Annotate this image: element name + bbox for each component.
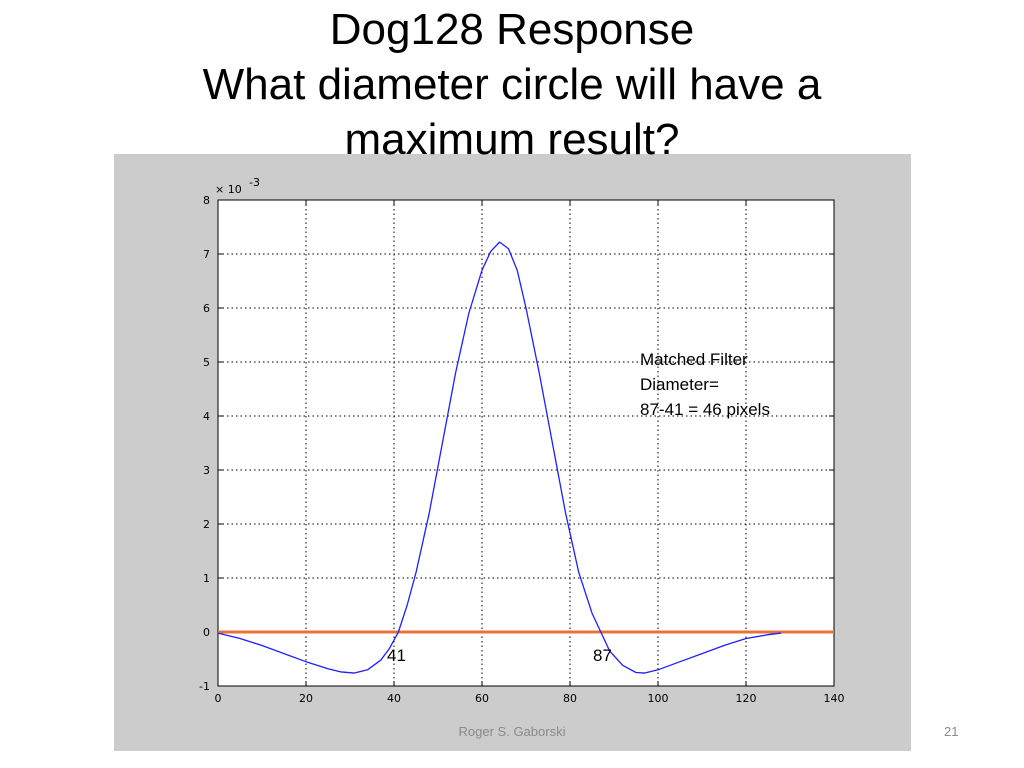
- axes-box: [217, 199, 835, 687]
- x-tick-label: 60: [475, 692, 489, 705]
- y-tick-label: 3: [203, 464, 210, 477]
- y-tick-label: 4: [203, 410, 210, 423]
- title-line-3: maximum result?: [344, 115, 680, 164]
- plot-area: [218, 200, 834, 686]
- y-tick-label: 0: [203, 626, 210, 639]
- slide-number: 21: [944, 724, 959, 739]
- x-tick-label: 120: [736, 692, 757, 705]
- y-multiplier-label: × 10: [215, 183, 242, 196]
- marker-label-87: 87: [593, 646, 612, 665]
- annotation-line-1: Matched Filter: [640, 350, 748, 369]
- marker-label-41: 41: [387, 646, 406, 665]
- x-tick-label: 40: [387, 692, 401, 705]
- y-tick-label: 6: [203, 302, 210, 315]
- y-multiplier-exponent: -3: [249, 176, 260, 189]
- x-tick-label: 80: [563, 692, 577, 705]
- annotation-line-2: Diameter=: [640, 375, 719, 394]
- title-line-1: Dog128 Response: [329, 5, 695, 54]
- x-tick-label: 100: [648, 692, 669, 705]
- y-tick-label: 2: [203, 518, 210, 531]
- matched-filter-annotation: Matched Filter Diameter= 87-41 = 46 pixe…: [640, 347, 770, 422]
- slide-title: Dog128 Response What diameter circle wil…: [0, 2, 1024, 167]
- title-line-2: What diameter circle will have a: [202, 60, 822, 109]
- y-tick-label: 8: [203, 194, 210, 207]
- y-tick-label: 5: [203, 356, 210, 369]
- annotation-line-3: 87-41 = 46 pixels: [640, 400, 770, 419]
- y-tick-label: -1: [199, 680, 210, 693]
- response-curve: [217, 241, 782, 674]
- x-tick-label: 140: [824, 692, 845, 705]
- y-tick-label: 7: [203, 248, 210, 261]
- x-tick-label: 0: [215, 692, 222, 705]
- y-tick-label: 1: [203, 572, 210, 585]
- footer-author: Roger S. Gaborski: [458, 724, 566, 739]
- x-tick-label: 20: [299, 692, 313, 705]
